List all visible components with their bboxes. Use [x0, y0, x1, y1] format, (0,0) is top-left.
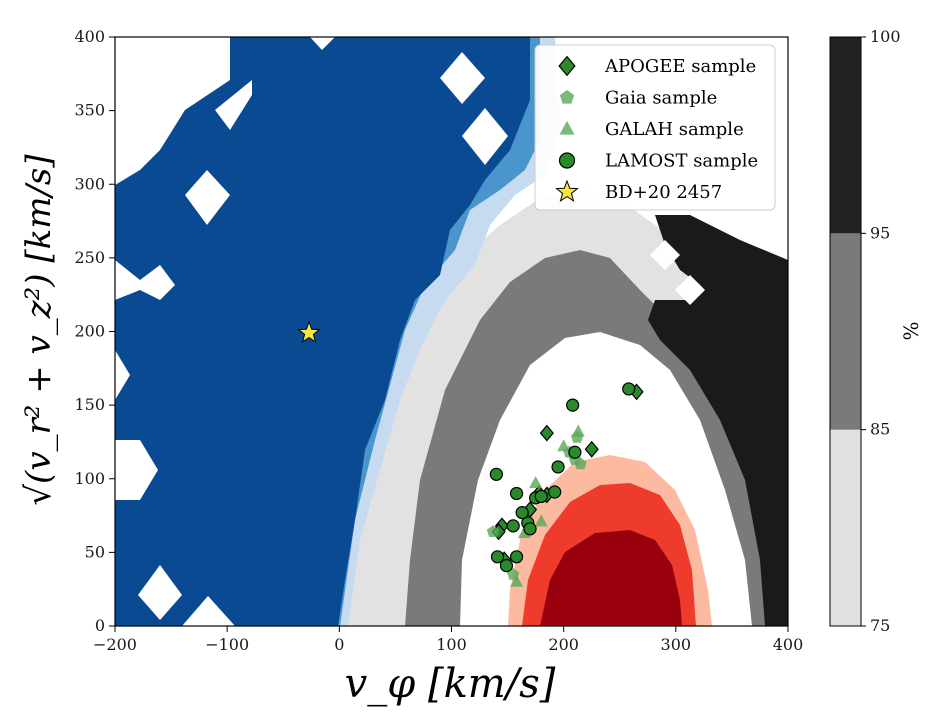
lamost-point: [566, 398, 580, 412]
legend-marker: [558, 152, 576, 169]
x-tick-label: 300: [661, 635, 692, 654]
colorbar-tick-label: 85: [870, 420, 890, 439]
galah-point: [529, 476, 543, 489]
galah-point: [510, 574, 524, 587]
colorbar-ticks: 75 85 95 100: [861, 27, 901, 635]
lamost-point: [509, 486, 524, 501]
colorbar-band: [830, 429, 861, 626]
y-tick-label: 350: [74, 101, 105, 120]
lamost-point: [489, 467, 503, 481]
lamost-point: [568, 445, 582, 459]
legend-label: LAMOST sample: [605, 151, 758, 172]
contour-thin-disk-dark: [540, 530, 682, 626]
lamost-point: [551, 460, 565, 474]
colorbar-tick-label: 95: [870, 223, 890, 242]
colorbar-bands: [830, 37, 861, 626]
colorbar-band: [830, 233, 861, 430]
x-axis-title: v_φ [km/s]: [345, 661, 556, 707]
contour-thick-disk-dark: [648, 215, 788, 626]
apogee-point: [539, 424, 554, 442]
y-tick-label: 250: [74, 248, 105, 267]
halo-gaps: [115, 37, 705, 626]
lamost-point: [509, 550, 524, 564]
legend-marker: [558, 55, 576, 77]
legend-label: GALAH sample: [605, 119, 744, 140]
colorbar-frame: [829, 36, 862, 627]
y-axis-title: √(v_r² + v_z²) [km/s]: [19, 154, 59, 506]
lamost-point: [506, 519, 520, 533]
colorbar: 75 85 95 100 %: [829, 27, 923, 635]
gaia-point: [486, 525, 500, 538]
galah-point: [571, 424, 585, 437]
legend-box: [534, 44, 776, 211]
x-tick-label: 0: [334, 635, 344, 654]
y-tick-label: 150: [74, 395, 105, 414]
x-tick-label: 200: [548, 635, 579, 654]
legend-marker: [555, 179, 579, 203]
legend-label: BD+20 2457: [605, 182, 722, 203]
y-tick-label: 100: [74, 469, 105, 488]
legend-label: APOGEE sample: [604, 56, 756, 77]
scatter-layer: [297, 320, 644, 587]
apogee-point: [584, 440, 599, 458]
bd20-point: [297, 320, 321, 344]
x-tick-label: 400: [773, 635, 804, 654]
lamost-point: [622, 382, 636, 396]
legend-label: Gaia sample: [605, 88, 717, 109]
y-tick-label: 400: [74, 27, 105, 46]
colorbar-tick-label: 100: [870, 27, 901, 46]
colorbar-band: [830, 37, 861, 234]
x-tick-label: −100: [205, 635, 249, 654]
lamost-point: [548, 485, 562, 499]
colorbar-label: %: [899, 321, 923, 340]
legend-items: APOGEE sample Gaia sample GALAH sample LAMO…: [555, 55, 758, 203]
y-tick-label: 50: [85, 542, 105, 561]
y-tick-label: 300: [74, 174, 105, 193]
legend-marker: [559, 120, 575, 135]
lamost-point: [534, 489, 548, 504]
lamost-point: [490, 550, 505, 564]
legend-marker: [559, 90, 575, 104]
lamost-point: [523, 522, 537, 536]
y-tick-label: 0: [95, 616, 105, 635]
lamost-point: [499, 559, 514, 573]
y-tick-label: 200: [74, 322, 105, 341]
galah-point: [534, 514, 548, 527]
galah-point: [557, 439, 571, 452]
lamost-point: [515, 506, 529, 520]
x-tick-label: 100: [436, 635, 467, 654]
y-axis-ticks: 0 50 100 150 200 250 300 350 400: [74, 27, 115, 635]
legend: APOGEE sample Gaia sample GALAH sample LAMO…: [534, 44, 776, 211]
x-tick-label: −200: [93, 635, 137, 654]
colorbar-tick-label: 75: [870, 616, 890, 635]
x-axis-ticks: −200 −100 0 100 200 300 400: [93, 626, 803, 654]
